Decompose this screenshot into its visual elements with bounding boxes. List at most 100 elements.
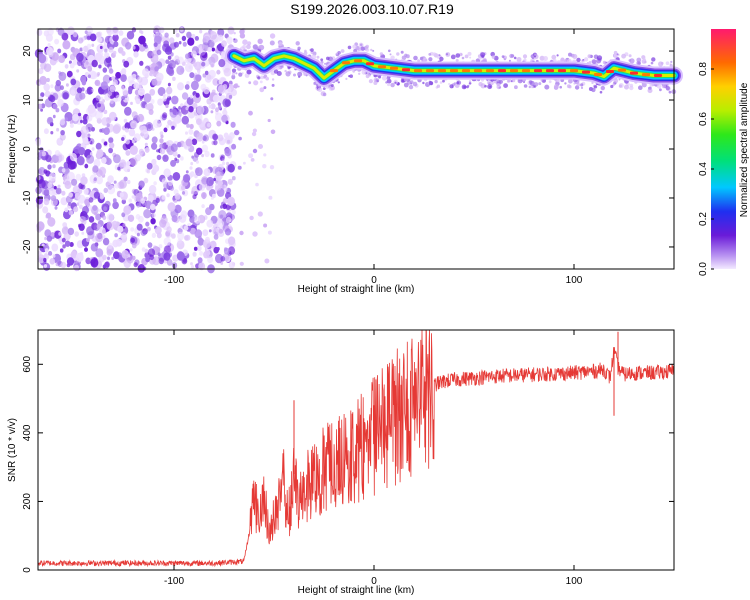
noise-speck <box>127 89 133 95</box>
noise-speck <box>196 118 202 125</box>
snr-y-tick-label: 0 <box>22 567 33 573</box>
noise-speck <box>251 131 257 137</box>
noise-speck <box>143 230 147 235</box>
ridge-halo <box>642 58 646 62</box>
noise-speck <box>222 161 226 166</box>
noise-speck <box>95 95 101 101</box>
noise-speck <box>47 182 53 189</box>
noise-speck <box>81 133 86 139</box>
noise-speck <box>86 35 91 41</box>
noise-speck <box>166 86 173 95</box>
noise-speck <box>214 112 223 122</box>
noise-speck <box>139 29 142 34</box>
ridge-halo <box>257 76 261 80</box>
colorbar-ticks: 0.0 0.2 0.4 0.6 0.8 <box>698 62 714 276</box>
ridge-halo <box>648 86 652 90</box>
noise-speck <box>56 127 60 132</box>
noise-speck <box>93 177 97 182</box>
ridge-halo <box>612 83 616 86</box>
ridge-peak <box>546 69 554 73</box>
noise-speck <box>99 194 104 200</box>
noise-speck <box>184 84 190 90</box>
noise-speck <box>37 103 43 110</box>
noise-speck <box>66 171 75 182</box>
noise-speck <box>132 45 136 50</box>
noise-speck <box>140 198 146 204</box>
figure-title: S199.2026.003.10.07.R19 <box>290 1 454 17</box>
ridge-halo <box>568 78 573 84</box>
noise-speck <box>152 119 161 129</box>
noise-speck <box>98 208 102 213</box>
noise-speck <box>115 71 121 79</box>
noise-speck <box>46 46 54 56</box>
ridge-halo <box>365 44 370 49</box>
ridge-halo <box>528 85 531 89</box>
ridge-halo <box>580 83 584 87</box>
spectrogram-y-tick-label: 0 <box>22 146 33 152</box>
ridge-halo <box>323 92 327 97</box>
ridge-halo <box>508 59 511 62</box>
noise-speck <box>138 215 144 223</box>
ridge-halo <box>385 81 388 84</box>
noise-speck <box>181 115 189 125</box>
ridge-halo <box>233 38 236 41</box>
noise-speck <box>106 213 114 222</box>
noise-speck <box>162 112 168 119</box>
noise-speck <box>151 136 158 144</box>
noise-speck <box>173 41 179 48</box>
noise-speck <box>211 47 215 52</box>
noise-speck <box>64 240 71 247</box>
noise-speck <box>155 197 160 203</box>
noise-speck <box>131 27 137 33</box>
ridge-halo <box>373 81 378 85</box>
ridge-halo <box>616 53 619 56</box>
ridge-halo <box>591 59 597 64</box>
noise-speck <box>108 137 114 144</box>
noise-speck <box>182 41 187 47</box>
ridge-halo <box>599 90 603 94</box>
ridge-halo <box>596 55 603 61</box>
noise-speck <box>175 32 180 38</box>
noise-speck <box>195 167 203 177</box>
ridge-halo <box>533 55 537 58</box>
ridge-peak <box>414 69 422 73</box>
ridge-halo <box>580 86 584 89</box>
ridge-halo <box>587 54 592 59</box>
noise-speck <box>64 180 72 190</box>
noise-speck <box>60 197 68 206</box>
noise-speck <box>114 233 118 238</box>
noise-speck <box>237 165 242 170</box>
ridge-halo <box>591 81 594 85</box>
noise-speck <box>43 264 48 268</box>
noise-speck <box>210 153 215 158</box>
noise-speck <box>143 209 152 219</box>
ridge-halo <box>560 57 565 63</box>
ridge-halo <box>636 57 642 63</box>
noise-speck <box>177 231 185 241</box>
ridge-peak <box>378 65 386 69</box>
ridge-peak <box>654 74 662 77</box>
noise-speck <box>135 98 141 105</box>
noise-speck <box>207 256 214 264</box>
noise-speck <box>143 42 147 47</box>
noise-speck <box>41 243 45 247</box>
noise-speck <box>248 153 254 159</box>
noise-speck <box>118 30 124 36</box>
noise-speck <box>94 110 103 120</box>
ridge-halo <box>412 81 418 87</box>
noise-speck <box>103 141 108 146</box>
noise-speck <box>163 237 171 246</box>
noise-speck <box>177 141 182 148</box>
noise-speck <box>167 55 172 60</box>
ridge-peak <box>486 69 494 73</box>
noise-speck <box>253 80 259 86</box>
noise-speck <box>119 192 125 198</box>
noise-speck <box>222 109 228 116</box>
noise-speck <box>163 127 168 133</box>
noise-speck <box>101 117 109 126</box>
ridge-halo <box>335 52 338 55</box>
noise-speck <box>206 74 212 80</box>
ridge-halo <box>359 43 363 47</box>
snr-y-tick-label: 200 <box>22 493 33 510</box>
noise-speck <box>39 147 44 153</box>
